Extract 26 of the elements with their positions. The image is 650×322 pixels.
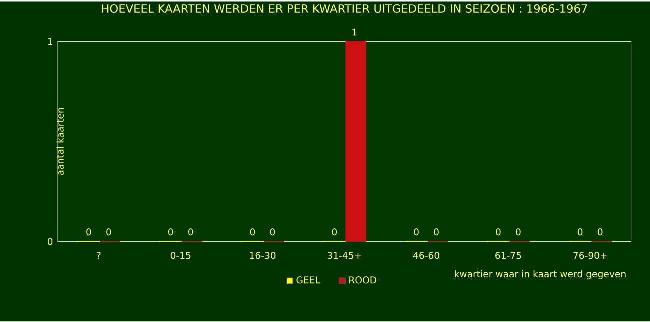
data-label: 0 — [168, 228, 174, 236]
data-label: 0 — [516, 228, 521, 236]
data-label: 0 — [188, 228, 194, 236]
data-label: 0 — [332, 228, 338, 236]
data-label: 0 — [414, 228, 419, 236]
data-label: 0 — [434, 228, 439, 236]
data-label: 0 — [86, 228, 92, 236]
legend-label: ROOD — [350, 276, 376, 284]
x-tick-label: 61-75 — [496, 252, 522, 260]
data-label: 0 — [250, 228, 256, 236]
y-axis-title: aantal kaarten — [56, 108, 64, 176]
data-label: 0 — [598, 228, 603, 236]
x-tick-label: 0-15 — [170, 252, 191, 260]
data-label: 0 — [106, 228, 112, 236]
chart-title: HOEVEEL KAARTEN WERDEN ER PER KWARTIER UITGEDEELD IN SEIZOEN : 1966-1967 — [102, 4, 588, 14]
x-axis-title: kwartier waar in kaart werd gegeven — [455, 270, 626, 280]
data-label: 0 — [496, 228, 501, 236]
x-tick-label: 76-90+ — [574, 252, 607, 260]
x-tick-label: 46-60 — [413, 252, 440, 260]
data-label: 0 — [578, 228, 583, 236]
x-tick-label: ? — [97, 252, 101, 260]
data-label: 0 — [270, 228, 276, 236]
data-label: 1 — [352, 29, 357, 36]
x-tick-label: 16-30 — [250, 252, 276, 260]
x-tick-label: 31-45+ — [328, 252, 362, 260]
legend-label: GEEL — [296, 276, 320, 284]
